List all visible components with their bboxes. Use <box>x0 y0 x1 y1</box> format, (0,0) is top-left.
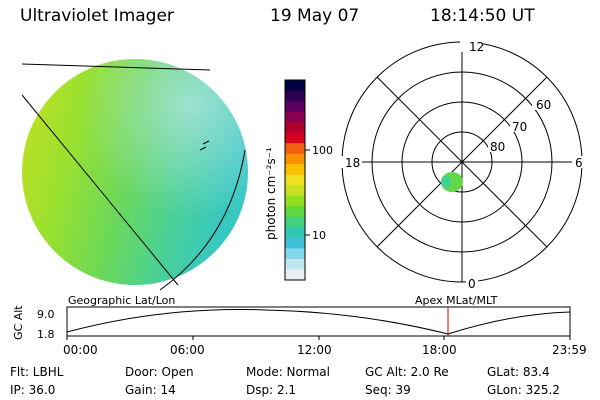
earth-disk-glow <box>22 59 248 285</box>
gain-info: Gain: 14 <box>125 383 176 397</box>
colorbar-segment <box>285 132 305 144</box>
mode-info: Mode: Normal <box>246 365 330 379</box>
colorbar-segment <box>285 258 305 270</box>
limb-curve <box>159 149 246 291</box>
mark-glyph <box>199 140 210 151</box>
y-tick-9: 9.0 <box>37 308 55 321</box>
glon-info: GLon: 325.2 <box>487 383 560 397</box>
hour-label-0: 0 <box>468 277 476 291</box>
colorbar-segment <box>285 80 305 92</box>
colorbar-segment <box>285 206 305 218</box>
glat-info: GLat: 83.4 <box>487 365 550 379</box>
colorbar-segment <box>285 164 305 176</box>
colorbar-segment <box>285 143 305 155</box>
gc-alt-info: GC Alt: 2.0 Re <box>365 365 449 379</box>
instrument-title: Ultraviolet Imager <box>20 6 174 26</box>
x-tick-2359: 23:59 <box>552 343 587 357</box>
polar-plot: 12 18 6 0 60 70 80 <box>340 40 586 291</box>
x-tick-0600: 06:00 <box>170 343 205 357</box>
colorbar-tick-10: 10 <box>312 229 326 242</box>
colorbar-segment <box>285 122 305 134</box>
colorbar-segment <box>285 101 305 113</box>
hour-label-12: 12 <box>469 40 484 54</box>
hour-label-6: 6 <box>575 156 583 170</box>
lat-label-60: 60 <box>536 98 551 112</box>
timeline-left-label: Geographic Lat/Lon <box>68 294 175 307</box>
x-tick-0000: 00:00 <box>63 343 98 357</box>
observation-time: 18:14:50 UT <box>430 6 535 26</box>
colorbar-segment <box>285 174 305 186</box>
x-tick-1800: 18:00 <box>422 343 457 357</box>
terminator-line <box>21 94 179 286</box>
timeline-panel: Geographic Lat/Lon Apex MLat/MLT GC Alt … <box>12 294 587 357</box>
y-tick-1-8: 1.8 <box>37 328 55 341</box>
dsp-info: Dsp: 2.1 <box>246 383 297 397</box>
colorbar-label: photon cm⁻²s⁻¹ <box>264 147 278 240</box>
lat-label-70: 70 <box>512 120 527 134</box>
colorbar-tick-100: 100 <box>312 144 333 157</box>
colorbar-segment <box>285 195 305 207</box>
colorbar: 100 10 photon cm⁻²s⁻¹ <box>264 79 333 281</box>
door-info: Door: Open <box>125 365 194 379</box>
ip-info: IP: 36.0 <box>10 383 56 397</box>
colorbar-segment <box>285 185 305 197</box>
colorbar-segment <box>285 153 305 165</box>
colorbar-segment <box>285 269 305 281</box>
observation-date: 19 May 07 <box>270 6 360 26</box>
colorbar-segment <box>285 90 305 102</box>
colorbar-segment <box>285 111 305 123</box>
x-tick-1200: 12:00 <box>297 343 332 357</box>
hour-label-18: 18 <box>345 156 360 170</box>
colorbar-segment <box>285 237 305 249</box>
earth-image <box>21 59 248 291</box>
filter-info: Flt: LBHL <box>10 365 64 379</box>
timeline-right-label: Apex MLat/MLT <box>415 294 498 307</box>
timeline-axis-title: GC Alt <box>12 305 25 340</box>
altitude-curve <box>66 308 571 335</box>
colorbar-segment <box>285 248 305 260</box>
horizon-line <box>21 63 211 71</box>
seq-info: Seq: 39 <box>365 383 411 397</box>
colorbar-segment <box>285 227 305 239</box>
colorbar-segment <box>285 216 305 228</box>
lat-label-80: 80 <box>490 140 505 154</box>
